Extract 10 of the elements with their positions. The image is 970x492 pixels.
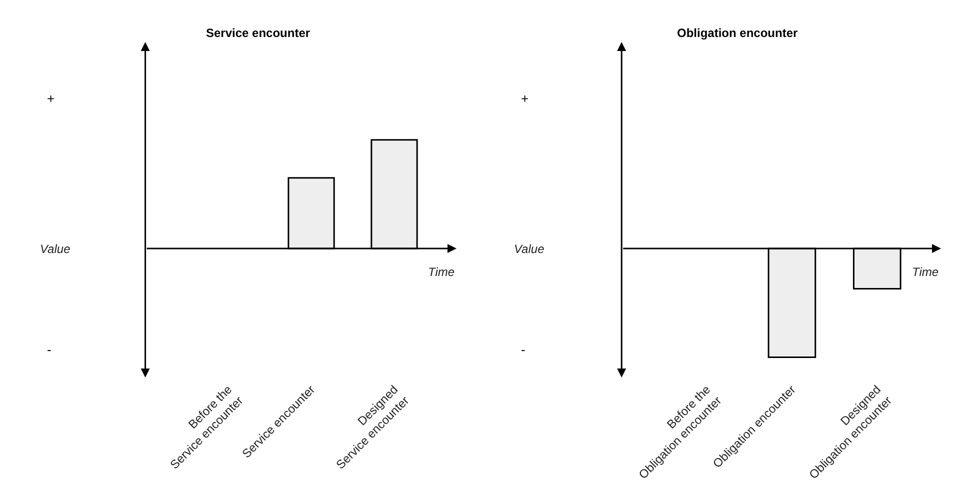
text: -	[521, 342, 526, 357]
x-axis-title: Time	[912, 265, 939, 279]
chart-title: Service encounter	[206, 26, 310, 40]
text: -	[47, 342, 52, 357]
x-axis-title: Time	[428, 265, 455, 279]
y-axis-title: Value	[514, 242, 545, 256]
text: +	[47, 91, 55, 106]
text: +	[521, 91, 529, 106]
chart-title: Obligation encounter	[677, 26, 798, 40]
y-axis-title: Value	[40, 242, 71, 256]
